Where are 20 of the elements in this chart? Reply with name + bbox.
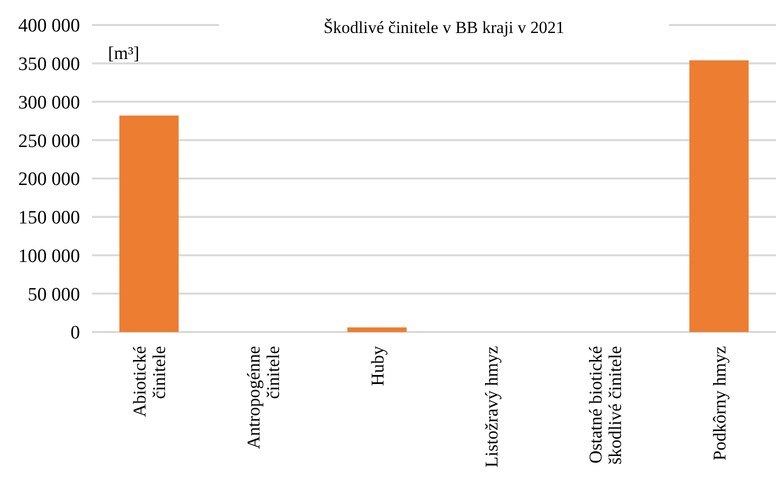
y-tick-label: 0 xyxy=(70,322,80,344)
x-tick-label: Listožravý hmyz xyxy=(481,346,502,468)
y-tick-label: 200 000 xyxy=(18,169,80,190)
bar xyxy=(119,116,179,332)
y-tick-label: 350 000 xyxy=(18,54,80,76)
chart-title: Škodlivé činitele v BB kraji v 2021 xyxy=(324,18,564,37)
x-tick-label: Abiotické činitele xyxy=(129,346,170,417)
bar xyxy=(689,60,749,332)
x-tick-label: Antropogénne činitele xyxy=(243,346,284,449)
bar xyxy=(347,327,407,332)
y-tick-label: 300 000 xyxy=(18,92,80,114)
y-tick-label: 100 000 xyxy=(18,246,80,267)
x-tick-label: Ostatné biotické škodlivé činitele xyxy=(585,346,626,464)
y-tick-label: 150 000 xyxy=(18,208,80,229)
y-tick-label: 400 000 xyxy=(18,16,80,37)
y-tick-label: 50 000 xyxy=(28,284,80,306)
y-tick-label: 250 000 xyxy=(18,130,80,152)
x-tick-label: Huby xyxy=(367,346,388,386)
x-tick-label: Podkôrny hmyz xyxy=(709,346,730,460)
y-axis-title: [m³] xyxy=(108,43,140,63)
